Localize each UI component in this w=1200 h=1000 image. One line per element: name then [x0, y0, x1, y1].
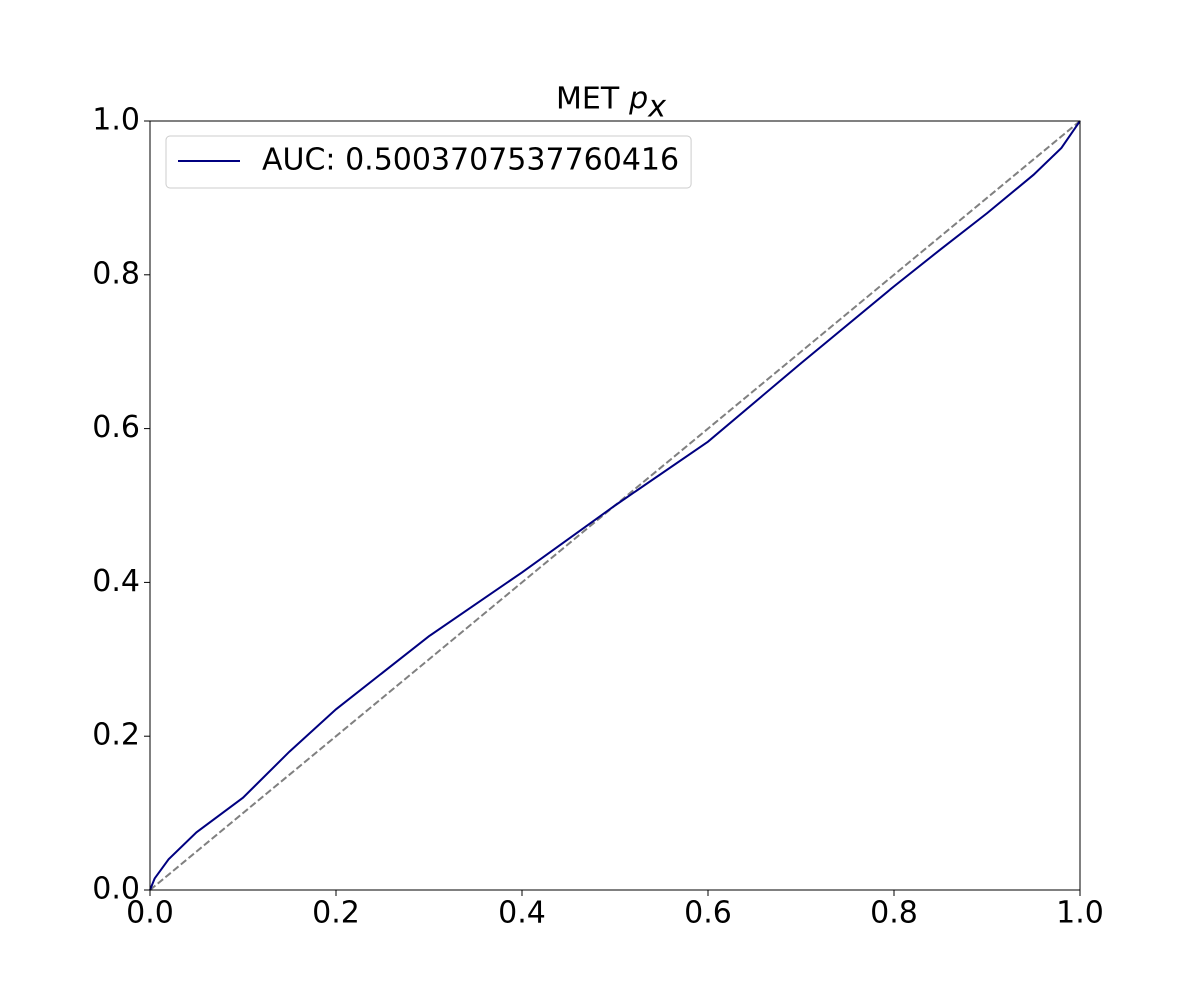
- y-tick-label: 1.0: [92, 103, 140, 138]
- legend: AUC: 0.5003707537760416: [165, 135, 692, 189]
- y-tick-label: 0.0: [92, 872, 140, 907]
- legend-box: [165, 135, 692, 189]
- y-tick-label: 0.8: [92, 256, 140, 291]
- y-tick-label: 0.2: [92, 718, 140, 753]
- x-tick-label: 0.2: [312, 896, 360, 931]
- chart-title-subscript: x: [647, 90, 666, 125]
- chart-title: MET: [556, 82, 620, 117]
- y-tick-label: 0.4: [92, 564, 140, 599]
- chart-title-symbol: p: [628, 82, 648, 117]
- x-tick-label: 0.4: [498, 896, 546, 931]
- x-tick-label: 1.0: [1056, 896, 1104, 931]
- x-tick-label: 0.6: [684, 896, 732, 931]
- y-tick-label: 0.6: [92, 410, 140, 445]
- plot-frame: [149, 120, 1081, 891]
- roc-curve: [149, 120, 1081, 891]
- x-tick-label: 0.0: [126, 896, 174, 931]
- legend-label: AUC: 0.5003707537760416: [262, 143, 679, 178]
- x-tick-label: 0.8: [870, 896, 918, 931]
